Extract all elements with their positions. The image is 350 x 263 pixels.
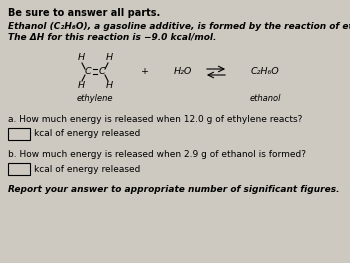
Text: C₂H₆O: C₂H₆O	[251, 68, 279, 77]
Text: H: H	[105, 53, 113, 63]
Text: kcal of energy released: kcal of energy released	[34, 164, 140, 174]
Text: Ethanol (C₂H₆O), a gasoline additive, is formed by the reaction of ethylene (CH₂: Ethanol (C₂H₆O), a gasoline additive, is…	[8, 22, 350, 31]
Text: C: C	[99, 68, 105, 77]
Text: H₂O: H₂O	[174, 68, 192, 77]
Text: a. How much energy is released when 12.0 g of ethylene reacts?: a. How much energy is released when 12.0…	[8, 115, 302, 124]
Text: The ΔH for this reaction is −9.0 kcal/mol.: The ΔH for this reaction is −9.0 kcal/mo…	[8, 33, 216, 42]
Text: ethylene: ethylene	[77, 94, 113, 103]
Text: H: H	[77, 82, 85, 90]
Text: H: H	[77, 53, 85, 63]
Text: H: H	[105, 82, 113, 90]
Text: b. How much energy is released when 2.9 g of ethanol is formed?: b. How much energy is released when 2.9 …	[8, 150, 306, 159]
Text: Be sure to answer all parts.: Be sure to answer all parts.	[8, 8, 160, 18]
Text: ethanol: ethanol	[249, 94, 281, 103]
Text: Report your answer to appropriate number of significant figures.: Report your answer to appropriate number…	[8, 185, 340, 194]
Bar	[8, 163, 30, 175]
Bar	[8, 128, 30, 140]
Text: kcal of energy released: kcal of energy released	[34, 129, 140, 139]
Text: C: C	[85, 68, 91, 77]
Text: +: +	[141, 68, 149, 77]
